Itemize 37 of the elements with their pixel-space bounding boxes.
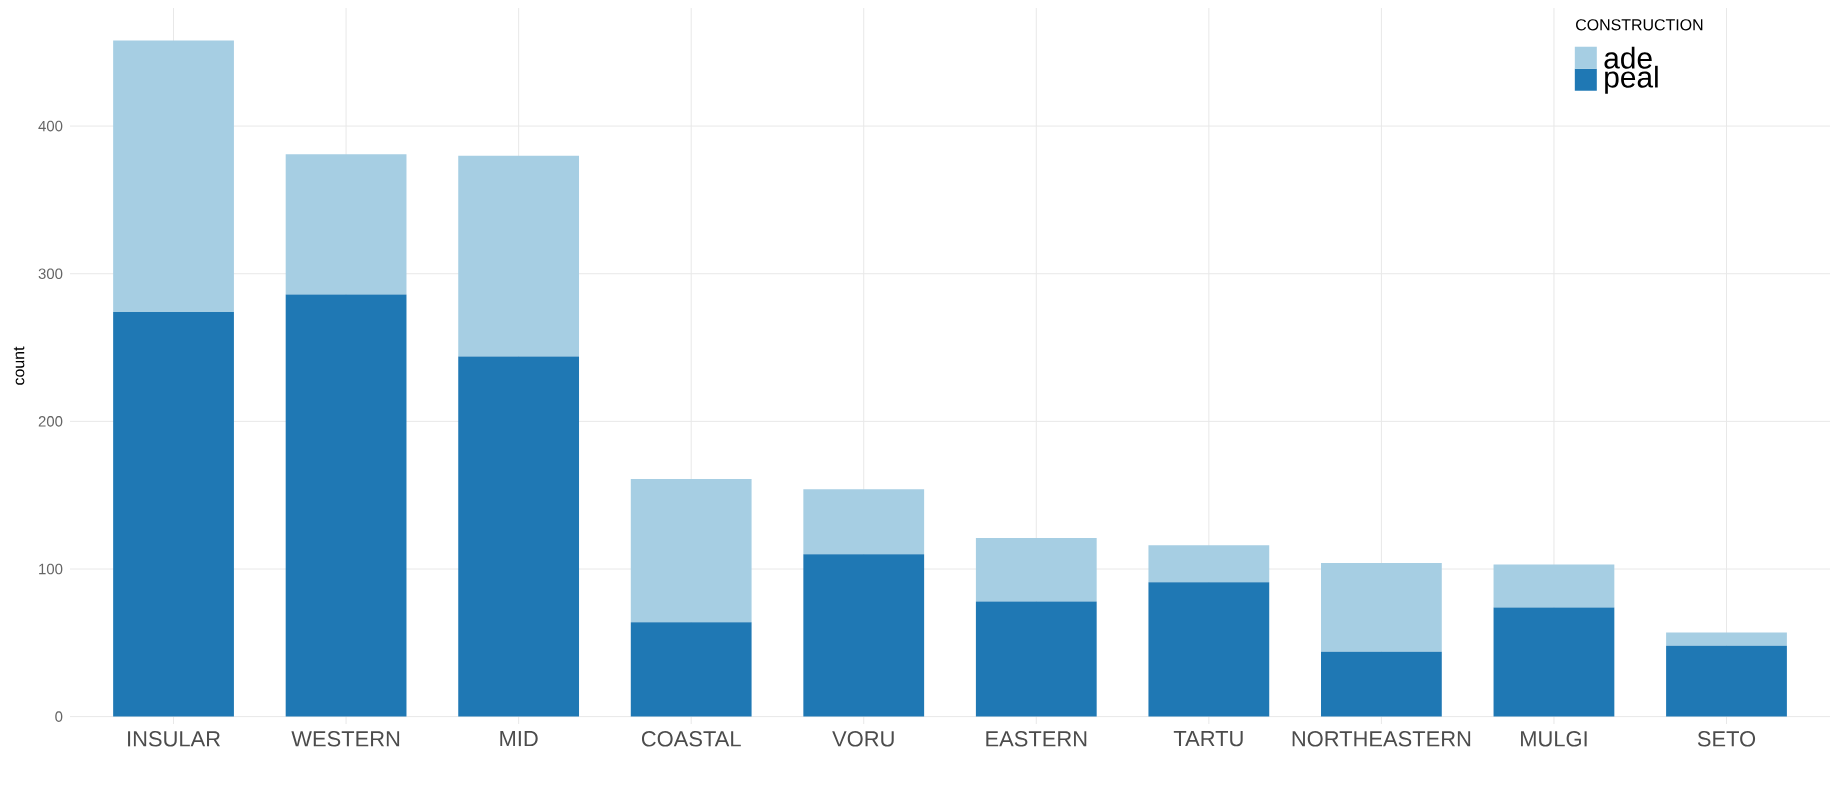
x-tick-label: MID [500,731,538,747]
y-tick-label: 100 [39,563,63,575]
y-tick-label: 400 [38,120,63,132]
x-tick-label: EASTERN [986,731,1087,747]
x-tick-label: MULGI [1521,731,1587,747]
bar [1666,645,1787,717]
bar [113,312,234,717]
bar [285,154,407,295]
bar [803,554,925,717]
y-axis-title: count [13,346,25,385]
x-tick-label: COASTAL [641,731,741,747]
x-tick-label: WESTERN [291,731,400,747]
bar [1321,563,1442,652]
bar [1666,632,1787,646]
bar [285,294,407,717]
y-tick-label: 0 [55,711,63,722]
bar [975,601,1097,717]
bar [1321,651,1442,717]
bar [1493,607,1615,717]
bar [975,537,1097,602]
y-tick-label: 300 [38,268,63,280]
x-tick-label: VORU [832,731,894,747]
bar [630,622,752,717]
y-tick-label: 200 [38,416,63,427]
x-tick-label: INSULAR [128,731,221,747]
bar [458,155,580,357]
bar [1148,582,1270,717]
bar [1493,564,1615,608]
bar [1148,545,1270,583]
legend-title: CONSTRUCTION [1576,19,1703,31]
bar [113,40,234,313]
x-tick-label: NORTHEASTERN [1292,731,1471,747]
x-tick-label: TARTU [1173,731,1243,747]
bar [458,356,580,717]
bar [803,489,925,555]
bar [630,478,752,623]
x-tick-label: SETO [1697,731,1756,747]
